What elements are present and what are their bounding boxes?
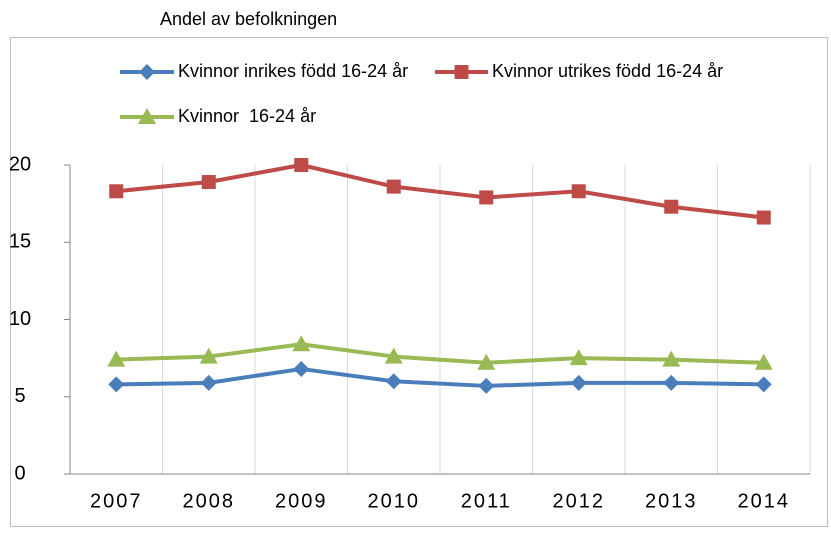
marker (107, 350, 126, 367)
legend-label: Kvinnor inrikes född 16-24 år (178, 61, 408, 81)
marker (478, 377, 495, 394)
x-tick-label: 2011 (461, 490, 512, 512)
series-line (116, 342, 764, 365)
legend-marker (139, 64, 155, 80)
marker (754, 353, 773, 370)
marker (385, 373, 402, 390)
legend-marker (138, 108, 156, 124)
y-tick-label: 10 (9, 308, 31, 330)
x-tick-label: 2013 (645, 490, 698, 512)
marker (108, 376, 125, 393)
chart-title: Andel av befolkningen (160, 9, 337, 29)
marker (292, 335, 311, 352)
legend-label: Kvinnor 16-24 år (178, 106, 316, 126)
marker (755, 376, 772, 393)
y-tick-label: 0 (14, 462, 25, 484)
marker (293, 360, 310, 377)
marker (477, 353, 496, 370)
x-tick-label: 2009 (275, 490, 328, 512)
x-tick-label: 2014 (738, 490, 791, 512)
marker (201, 174, 216, 189)
y-tick-label: 20 (9, 153, 31, 175)
marker (386, 179, 401, 194)
x-tick-label: 2012 (553, 490, 606, 512)
marker (569, 349, 588, 366)
x-tick-label: 2007 (90, 490, 143, 512)
x-tick-label: 2008 (183, 490, 236, 512)
marker (664, 199, 679, 214)
marker (384, 347, 403, 364)
x-tick-label: 2010 (368, 490, 421, 512)
marker (756, 210, 771, 225)
marker (200, 374, 217, 391)
chart-frame (10, 37, 828, 527)
legend-label: Kvinnor utrikes född 16-24 år (492, 61, 723, 81)
series-line (116, 366, 764, 388)
y-tick-label: 5 (14, 385, 25, 407)
marker (294, 158, 309, 172)
marker (570, 374, 587, 391)
marker (663, 374, 680, 391)
marker (109, 184, 124, 199)
marker (571, 184, 586, 199)
series-line (116, 163, 764, 220)
legend-marker (454, 65, 469, 79)
marker (479, 190, 494, 205)
marker (662, 350, 681, 367)
y-tick-label: 15 (9, 231, 31, 253)
marker (199, 347, 218, 364)
